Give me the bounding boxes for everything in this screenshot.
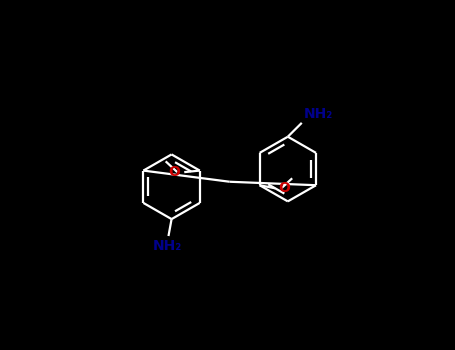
Text: NH₂: NH₂ — [303, 106, 333, 120]
Text: O: O — [278, 181, 290, 195]
Text: O: O — [168, 165, 180, 179]
Text: NH₂: NH₂ — [152, 239, 182, 253]
